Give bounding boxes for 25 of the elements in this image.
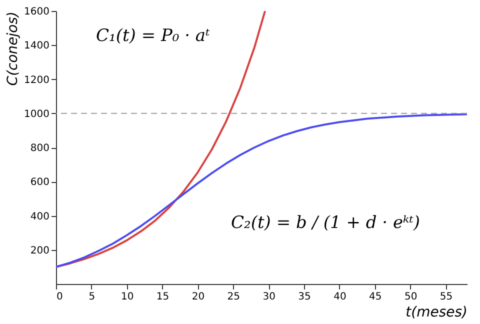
- y-tick-label: 1200: [24, 74, 50, 86]
- x-tick-label: 10: [120, 292, 134, 302]
- x-tick-label: 40: [334, 292, 346, 302]
- y-tick-label: 800: [30, 143, 50, 154]
- line-series: [56, 113, 467, 268]
- y-tick-label: 1600: [24, 6, 50, 18]
- y-tick-label: 200: [30, 245, 50, 256]
- y-axis-title: C(conejos): [5, 12, 22, 86]
- x-tick-label: 15: [156, 292, 170, 302]
- annotation: C₁(t) = P₀ · aᵗ: [96, 26, 211, 46]
- y-tick-label: 1000: [24, 108, 50, 120]
- annotation: C₂(t) = b / (1 + d · eᵏᵗ): [231, 213, 420, 233]
- y-tick-label: 600: [30, 177, 50, 188]
- x-tick-label: 50: [404, 292, 418, 302]
- y-tick-label: 1400: [24, 40, 50, 52]
- y-tick-label: 400: [30, 211, 50, 222]
- x-tick-label: 25: [227, 292, 240, 302]
- x-tick-label: 35: [298, 292, 311, 302]
- x-tick-label: 30: [262, 292, 276, 302]
- x-tick-label: 20: [192, 292, 205, 302]
- x-axis-title: t(meses): [406, 304, 468, 320]
- x-tick-label: 55: [440, 292, 453, 302]
- x-tick-label: 5: [88, 292, 96, 302]
- x-tick-label: 45: [369, 292, 382, 302]
- x-tick-label: 0: [56, 292, 63, 302]
